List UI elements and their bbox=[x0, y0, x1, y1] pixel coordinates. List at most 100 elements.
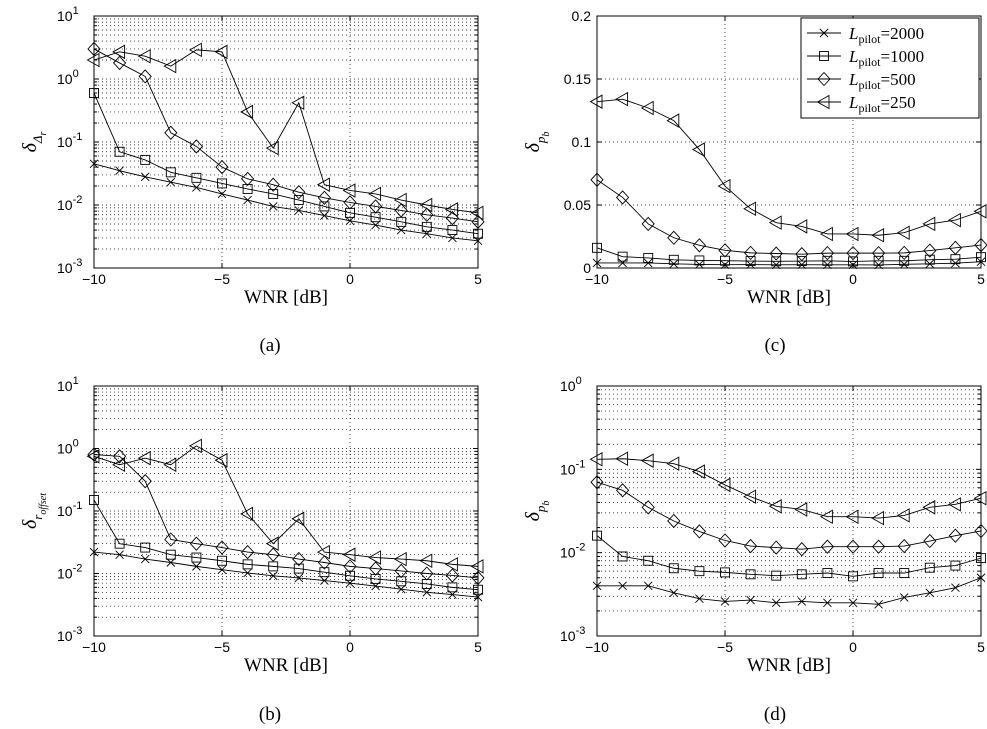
series-line-x bbox=[93, 551, 479, 598]
data-point-diamond bbox=[343, 559, 357, 574]
panel-caption: (c) bbox=[764, 335, 785, 356]
series-line-triangle-left bbox=[93, 49, 479, 214]
data-point-x bbox=[592, 258, 602, 268]
data-point-x bbox=[976, 573, 986, 583]
y-tick-label: 10-2 bbox=[57, 194, 82, 213]
data-point-triangle-left bbox=[666, 113, 680, 128]
data-point-triangle-left bbox=[188, 42, 202, 58]
x-tick-label: −5 bbox=[214, 271, 230, 287]
data-point-square bbox=[617, 251, 628, 262]
data-point-diamond bbox=[112, 55, 127, 71]
data-point-diamond bbox=[871, 539, 886, 554]
data-point-triangle-left bbox=[743, 201, 757, 217]
data-point-triangle-left bbox=[188, 438, 202, 454]
series-line-square bbox=[596, 247, 982, 262]
data-point-diamond bbox=[394, 203, 408, 218]
data-point-diamond bbox=[590, 475, 604, 490]
data-point-triangle-left bbox=[240, 104, 254, 120]
data-point-diamond bbox=[292, 184, 306, 200]
data-point-square bbox=[694, 566, 705, 577]
data-point-square bbox=[217, 555, 227, 566]
data-point-x bbox=[217, 189, 227, 199]
series-line-square bbox=[93, 499, 479, 591]
data-point-x bbox=[695, 594, 704, 604]
x-tick-label: 5 bbox=[977, 639, 985, 655]
data-point-x bbox=[848, 260, 858, 270]
data-point-triangle-left bbox=[137, 48, 151, 64]
legend-box bbox=[800, 17, 980, 119]
data-point-square bbox=[720, 255, 730, 266]
grid bbox=[94, 16, 478, 268]
data-point-triangle-left bbox=[845, 226, 859, 242]
y-axis-label: δpb bbox=[522, 501, 552, 522]
data-point-triangle-left bbox=[743, 489, 757, 504]
data-point-triangle-left bbox=[947, 497, 961, 512]
legend-marker-triangle-left bbox=[816, 94, 830, 110]
data-point-x bbox=[268, 571, 278, 581]
y-tick-label: 10-1 bbox=[57, 500, 82, 519]
data-point-diamond bbox=[923, 243, 937, 258]
data-point-square bbox=[899, 255, 910, 266]
legend-marker-x bbox=[819, 28, 829, 38]
data-point-diamond bbox=[87, 447, 101, 462]
data-point-square bbox=[822, 568, 833, 578]
data-point-square bbox=[796, 256, 807, 267]
data-point-diamond bbox=[215, 159, 229, 175]
data-point-square bbox=[694, 255, 705, 266]
data-point-triangle-left bbox=[768, 215, 782, 230]
data-point-x bbox=[217, 565, 227, 575]
data-point-x bbox=[268, 202, 278, 211]
data-point-triangle-left bbox=[845, 509, 859, 524]
data-point-diamond bbox=[820, 539, 835, 554]
legend-marker-diamond bbox=[817, 71, 831, 87]
data-point-square bbox=[643, 252, 654, 263]
data-point-x bbox=[294, 573, 304, 583]
data-point-square bbox=[592, 242, 602, 253]
data-point-x bbox=[115, 550, 124, 560]
data-point-square bbox=[848, 256, 858, 267]
data-point-diamond bbox=[189, 139, 204, 154]
data-point-square bbox=[268, 561, 279, 572]
data-point-square bbox=[899, 568, 910, 578]
data-point-triangle-left bbox=[819, 226, 833, 242]
data-point-x bbox=[592, 581, 602, 591]
data-point-triangle-left bbox=[768, 499, 782, 514]
data-point-x bbox=[140, 172, 150, 182]
y-tick-label: 0.15 bbox=[564, 71, 591, 87]
data-point-triangle-left bbox=[640, 453, 654, 468]
ticks: −10 −5 0 5 10-3 10-2 10-1 100 101 bbox=[57, 375, 482, 655]
data-point-square bbox=[668, 563, 679, 574]
data-point-diamond bbox=[846, 539, 860, 554]
data-point-triangle-left bbox=[794, 219, 808, 234]
data-point-x bbox=[771, 260, 781, 270]
series-line-diamond bbox=[596, 179, 982, 255]
x-axis-label: WNR [dB] bbox=[244, 287, 328, 308]
data-point-square bbox=[217, 178, 227, 189]
data-point-square bbox=[89, 495, 99, 505]
data-point-square bbox=[643, 555, 654, 566]
data-point-diamond bbox=[368, 199, 383, 214]
data-point-triangle-left bbox=[112, 457, 126, 472]
series-group bbox=[86, 41, 485, 246]
series-line-diamond bbox=[93, 48, 479, 223]
data-point-diamond bbox=[471, 214, 485, 230]
data-point-x bbox=[823, 260, 832, 270]
y-tick-label: 100 bbox=[57, 68, 79, 87]
data-point-triangle-left bbox=[137, 450, 151, 466]
data-point-x bbox=[720, 597, 730, 606]
x-tick-label: −5 bbox=[717, 639, 733, 655]
x-tick-label: −5 bbox=[214, 639, 230, 655]
data-point-triangle-left bbox=[342, 547, 356, 562]
data-point-square bbox=[745, 256, 756, 267]
data-point-x bbox=[89, 159, 99, 169]
ticks: −10 −5 0 5 10-3 10-2 10-1 100 bbox=[560, 375, 985, 655]
data-point-square bbox=[796, 569, 807, 580]
data-point-diamond bbox=[795, 542, 809, 557]
data-point-square bbox=[447, 225, 458, 236]
data-point-triangle-left bbox=[316, 177, 330, 192]
data-point-diamond bbox=[897, 538, 911, 554]
series-line-x bbox=[597, 261, 982, 266]
plot-frame bbox=[93, 15, 479, 269]
series-line-x bbox=[93, 163, 479, 242]
series-line-square bbox=[596, 535, 982, 577]
